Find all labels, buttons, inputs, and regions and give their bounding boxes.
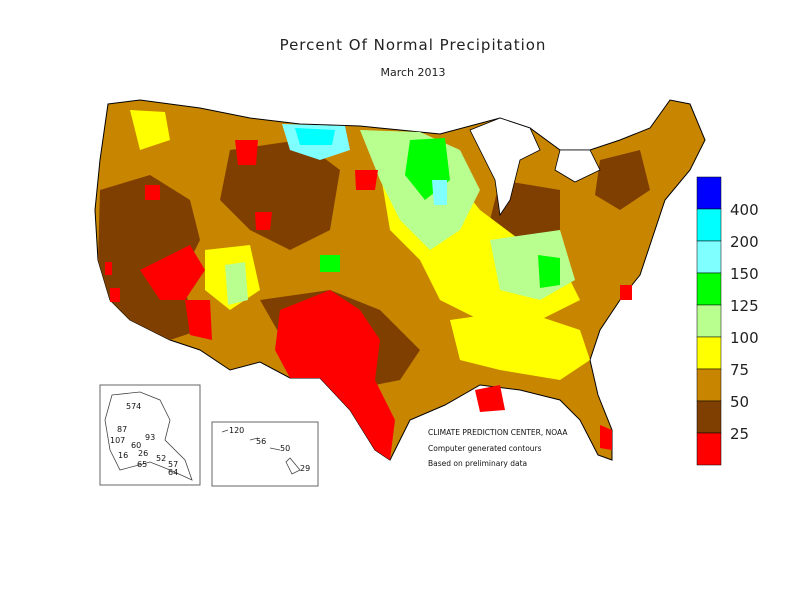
hawaii-value: 56 — [256, 437, 267, 446]
hawaii-value: 29 — [300, 464, 311, 473]
alaska-inset-frame — [99, 384, 201, 486]
region-red-montana — [235, 140, 258, 165]
legend-swatch-25-50 — [696, 400, 722, 434]
legend-swatch-125-150 — [696, 272, 722, 306]
alaska-value: 57 — [168, 460, 179, 469]
alaska-value: 93 — [145, 433, 156, 442]
legend-swatch-100-125 — [696, 304, 722, 338]
hawaii-value: 50 — [280, 444, 291, 453]
legend-label-50: 50 — [730, 393, 750, 411]
legend-label-150: 150 — [730, 265, 759, 283]
region-red-florida — [600, 425, 612, 450]
region-red-southwest — [140, 245, 205, 300]
region-lightgreen-west — [225, 262, 248, 305]
alaska-value: 60 — [131, 441, 142, 450]
map-subtitle: March 2013 — [380, 66, 446, 79]
region-cyan-nd-core — [295, 128, 335, 145]
alaska-value: 574 — [126, 402, 142, 411]
region-yellow-north — [130, 110, 170, 150]
region-yellow-southeast — [450, 310, 590, 380]
alaska-value: 65 — [137, 460, 148, 469]
region-dark-central — [220, 140, 340, 250]
hawaii-islands — [221, 429, 301, 475]
lake-erie — [554, 149, 601, 183]
region-red-idaho — [255, 212, 272, 230]
region-red-arizona — [185, 300, 212, 340]
region-cyan-mn — [432, 180, 447, 205]
legend-label-75: 75 — [730, 361, 750, 379]
legend-swatch-150-200 — [696, 240, 722, 274]
region-red-wyoming — [355, 170, 378, 190]
legend-swatch-under25 — [696, 432, 722, 466]
credits-line-2: Computer generated contours — [428, 443, 542, 453]
hawaii-inset-frame — [211, 421, 319, 487]
alaska-outline — [104, 391, 193, 481]
legend-swatch-over400 — [696, 176, 722, 210]
alaska-value: 26 — [138, 449, 149, 458]
legend-swatch-75-100 — [696, 336, 722, 370]
hawaii-value: 120 — [229, 426, 245, 435]
map-title: Percent Of Normal Precipitation — [279, 36, 547, 54]
region-red-nc — [620, 285, 632, 300]
credits-line-3: Based on preliminary data — [428, 459, 528, 468]
legend — [696, 176, 722, 466]
legend-label-25: 25 — [730, 425, 750, 443]
credits: CLIMATE PREDICTION CENTER, NOAA Computer… — [428, 425, 567, 472]
region-red-texas — [275, 290, 395, 460]
credits-line-1: CLIMATE PREDICTION CENTER, NOAA — [428, 428, 568, 437]
legend-label-100: 100 — [730, 329, 759, 347]
region-green-ks — [320, 255, 340, 272]
region-red-ca-south — [110, 288, 120, 302]
alaska-value: 16 — [118, 451, 129, 460]
alaska-value: 52 — [156, 454, 167, 463]
region-red-gulf — [475, 385, 505, 412]
region-green-ohio — [538, 255, 560, 288]
great-lakes — [469, 117, 541, 217]
legend-swatch-200-400 — [696, 208, 722, 242]
legend-swatch-50-75 — [696, 368, 722, 402]
region-dark-ne — [595, 150, 650, 210]
region-red-ca-coast — [105, 262, 112, 275]
alaska-value: 107 — [110, 436, 126, 445]
legend-label-125: 125 — [730, 297, 759, 315]
alaska-value: 87 — [117, 425, 128, 434]
alaska-value: 64 — [168, 468, 179, 477]
legend-label-200: 200 — [730, 233, 759, 251]
region-red-oregon — [145, 185, 160, 200]
legend-label-400: 400 — [730, 201, 759, 219]
